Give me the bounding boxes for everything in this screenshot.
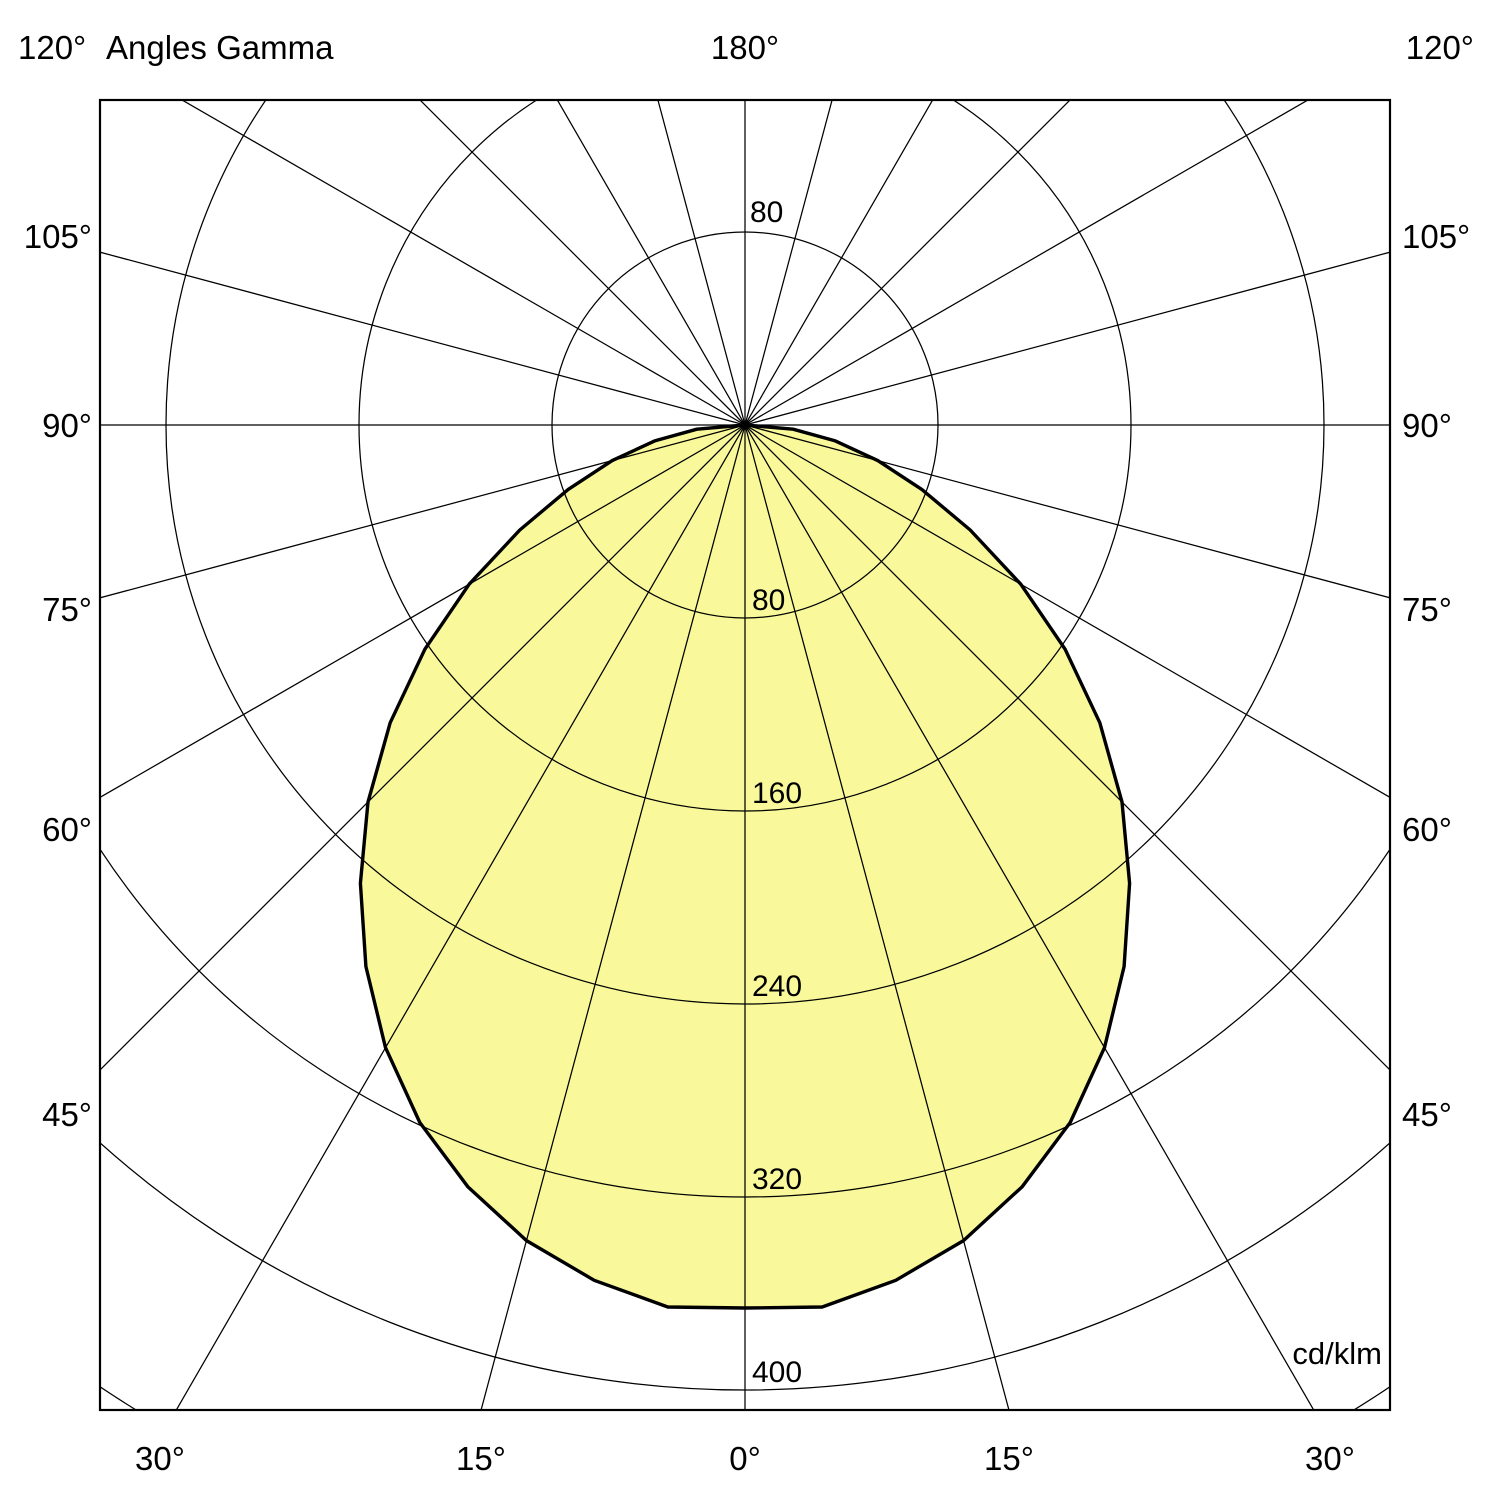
plot-border — [98, 98, 1392, 1412]
gamma-label-120-top-right: 120° — [1405, 29, 1474, 66]
ring-value-label-400: 400 — [752, 1356, 802, 1389]
gamma-label-75-left: 75° — [42, 591, 92, 628]
gamma-label-60-right: 60° — [1402, 811, 1452, 848]
gamma-label-0-bottom: 0° — [729, 1440, 761, 1477]
gamma-label-105-left: 105° — [23, 218, 92, 255]
intensity-curve-outline — [358, 423, 1132, 1310]
ring-value-label-80: 80 — [752, 584, 785, 617]
gamma-label-75-right: 75° — [1402, 591, 1452, 628]
gamma-label-15-bottom-right: 15° — [984, 1440, 1034, 1477]
gamma-label-45-left: 45° — [42, 1096, 92, 1133]
gamma-label-120-top-left: 120° — [18, 29, 87, 66]
gamma-label-60-left: 60° — [42, 811, 92, 848]
unit-label: cd/klm — [1292, 1336, 1382, 1371]
ring-value-label-160: 160 — [752, 777, 802, 810]
ring-value-label-240: 240 — [752, 970, 802, 1003]
page-title: Angles Gamma — [106, 29, 334, 66]
gamma-label-30-bottom-right: 30° — [1305, 1440, 1355, 1477]
gamma-label-90-right: 90° — [1402, 407, 1452, 444]
gamma-label-30-bottom-left: 30° — [135, 1440, 185, 1477]
gamma-label-45-right: 45° — [1402, 1096, 1452, 1133]
gamma-label-180-top: 180° — [710, 29, 780, 66]
gamma-label-15-bottom-left: 15° — [456, 1440, 506, 1477]
gamma-label-90-left: 90° — [42, 407, 92, 444]
gamma-label-105-right: 105° — [1402, 218, 1471, 255]
ring-value-label-80-top: 80 — [750, 196, 783, 229]
ring-value-label-320: 320 — [752, 1163, 802, 1196]
